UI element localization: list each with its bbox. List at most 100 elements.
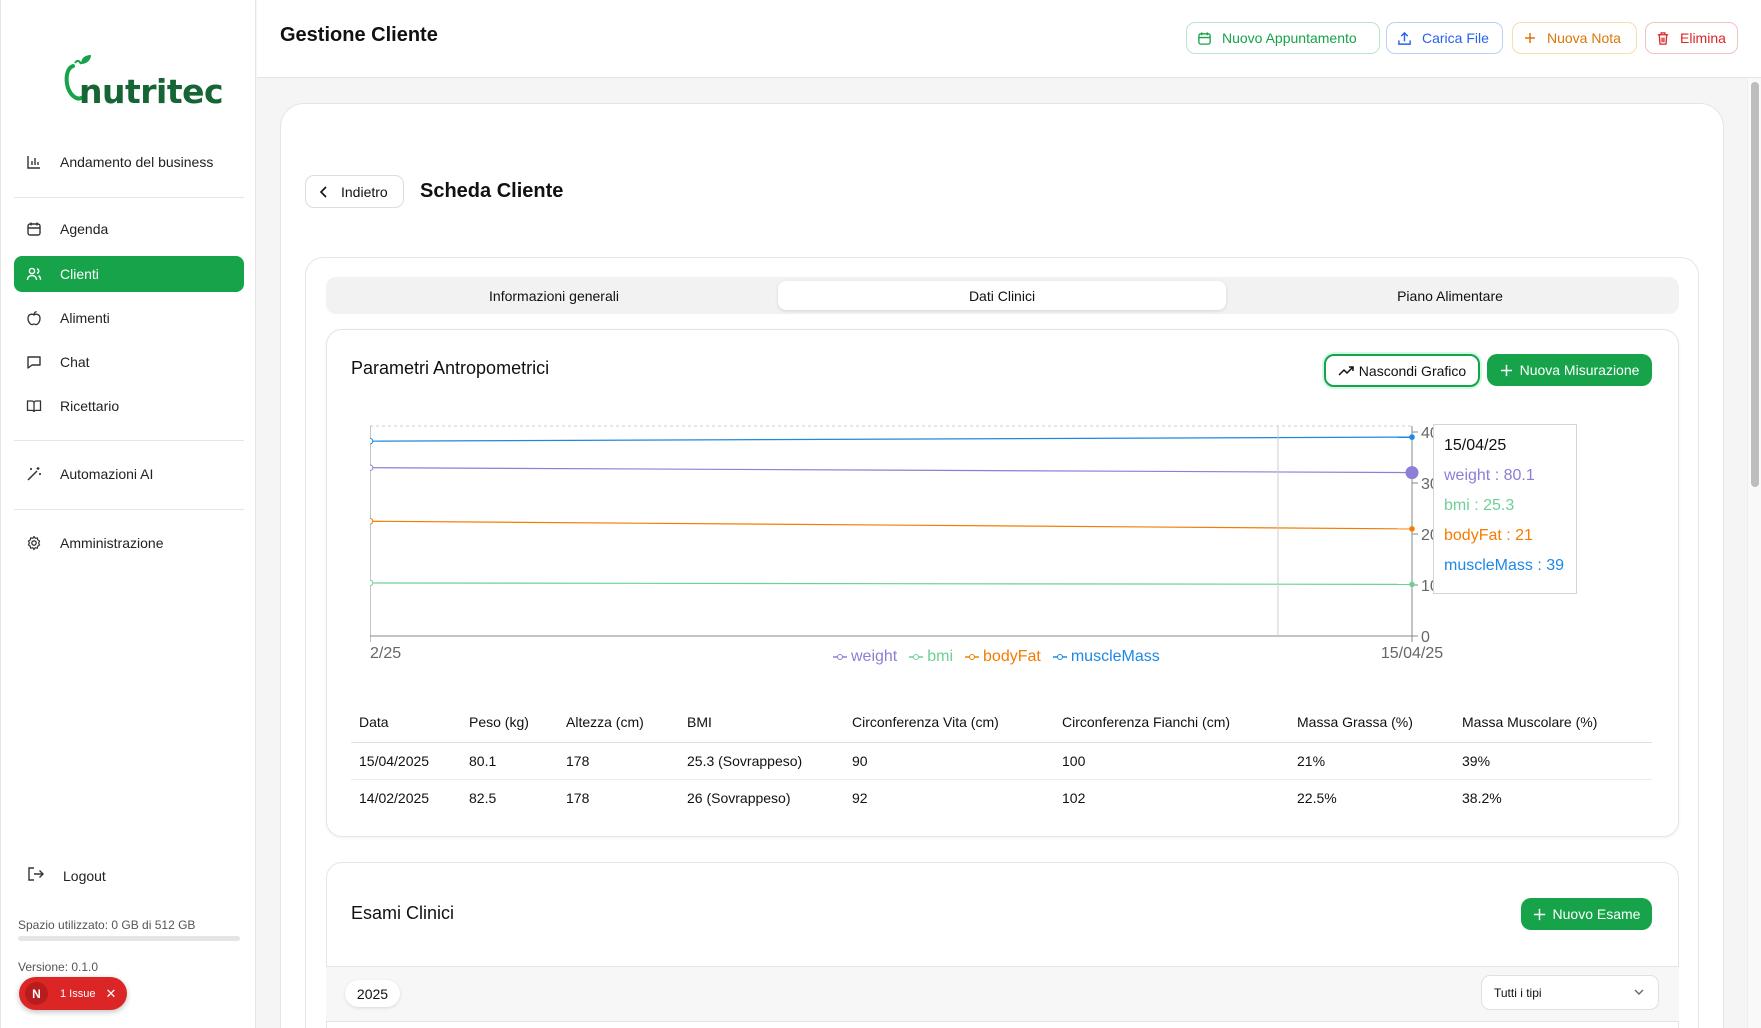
- tooltip-bmi: bmi : 25.3: [1444, 497, 1515, 514]
- button-label: Elimina: [1680, 30, 1726, 46]
- logout-label: Logout: [63, 867, 106, 884]
- chevron-down-icon: [1634, 989, 1644, 995]
- upload-file-button[interactable]: Carica File: [1386, 22, 1503, 54]
- exam-filter-bar: [326, 966, 1679, 1022]
- data-point-weight: [370, 464, 374, 471]
- legend-label: bmi: [927, 648, 954, 665]
- tab-piano-alimentare[interactable]: Piano Alimentare: [1397, 287, 1503, 304]
- sidebar-item-agenda[interactable]: Agenda: [14, 211, 244, 247]
- legend-item-weight[interactable]: weight: [833, 648, 897, 666]
- data-point-bodyFat: [1409, 526, 1415, 532]
- legend-item-bmi[interactable]: bmi: [909, 648, 953, 666]
- table-header-row: Data Peso (kg) Altezza (cm) BMI Circonfe…: [351, 702, 1652, 743]
- tooltip-musclemass: muscleMass : 39: [1444, 557, 1565, 574]
- data-point-bmi: [370, 579, 374, 587]
- plus-icon: [1500, 364, 1513, 377]
- sidebar-item-ricettario[interactable]: Ricettario: [14, 388, 244, 424]
- sidebar-item-label: Automazioni AI: [60, 466, 154, 482]
- hide-chart-button[interactable]: Nascondi Grafico: [1324, 354, 1480, 387]
- column-header: Circonferenza Fianchi (cm): [1054, 702, 1289, 743]
- sidebar-item-chat[interactable]: Chat: [14, 344, 244, 380]
- sidebar-item-alimenti[interactable]: Alimenti: [14, 300, 244, 336]
- exam-type-select[interactable]: Tutti i tipi: [1481, 975, 1659, 1010]
- cell-height: 178: [566, 789, 590, 806]
- year-tab[interactable]: 2025: [345, 980, 400, 1007]
- cell-hips: 100: [1054, 742, 1289, 780]
- tooltip-date: 15/04/25: [1444, 437, 1507, 454]
- apple-leaf-icon: [64, 55, 91, 101]
- cell-bmi: 26 (Sovrappeso): [687, 789, 791, 806]
- sidebar-item-amministrazione[interactable]: Amministrazione: [14, 525, 244, 561]
- sidebar-item-label: Andamento del business: [60, 154, 214, 170]
- sidebar-item-label: Agenda: [60, 221, 109, 237]
- tooltip-bodyfat: bodyFat : 21: [1444, 527, 1533, 544]
- x-tick-label: 14/02/25: [370, 645, 401, 662]
- column-header: Data: [351, 702, 461, 743]
- cell-fat-mass: 22.5%: [1297, 789, 1337, 806]
- book-icon: [26, 398, 42, 414]
- cell-bmi: 25.3 (Sovrappeso): [679, 742, 844, 780]
- cell-height: 178: [558, 742, 679, 780]
- sidebar: nutritec Andamento del business Agenda C…: [0, 0, 256, 1028]
- button-label: Nascondi Grafico: [1358, 362, 1467, 379]
- column-header: Peso (kg): [461, 702, 558, 743]
- plus-icon: [1533, 908, 1546, 921]
- scrollbar-thumb[interactable]: [1751, 82, 1759, 487]
- close-icon[interactable]: ✕: [105, 985, 117, 1001]
- logout-icon: [27, 866, 45, 885]
- sidebar-item-label: Ricettario: [60, 398, 120, 414]
- cell-waist: 90: [844, 742, 1054, 780]
- sidebar-item-label: Clienti: [60, 266, 99, 282]
- tabs: Informazioni generali Dati Clinici Piano…: [326, 277, 1679, 314]
- chart-tooltip: 15/04/25 weight : 80.1 bmi : 25.3 bodyFa…: [1433, 424, 1577, 594]
- sidebar-item-business[interactable]: Andamento del business: [14, 144, 244, 180]
- sidebar-item-automazioni[interactable]: Automazioni AI: [14, 456, 244, 492]
- nutritec-logo[interactable]: nutritec: [63, 54, 224, 114]
- button-label: Nuovo Esame: [1552, 906, 1641, 922]
- series-line-bmi: [370, 582, 1413, 585]
- legend-item-musclemass[interactable]: muscleMass: [1052, 648, 1160, 666]
- gear-icon: [26, 535, 42, 551]
- legend-label: muscleMass: [1070, 648, 1160, 665]
- vertical-scrollbar[interactable]: [1747, 78, 1761, 1028]
- bar-chart-icon: [26, 154, 42, 170]
- button-label: Nuovo Appuntamento: [1222, 30, 1357, 46]
- cell-weight: 82.5: [469, 789, 497, 806]
- chevron-left-icon: [319, 185, 329, 198]
- tab-dati-clinici[interactable]: Dati Clinici: [778, 281, 1226, 310]
- cell-date: 14/02/2025: [359, 789, 430, 806]
- new-measurement-button[interactable]: Nuova Misurazione: [1487, 354, 1652, 386]
- new-note-button[interactable]: Nuova Nota: [1512, 22, 1637, 54]
- new-exam-button[interactable]: Nuovo Esame: [1521, 898, 1652, 930]
- tab-informazioni-generali[interactable]: Informazioni generali: [489, 287, 619, 304]
- table-row: 15/04/2025 80.1 178 25.3 (Sovrappeso) 90…: [351, 742, 1652, 780]
- storage-usage: Spazio utilizzato: 0 GB di 512 GB: [18, 918, 196, 932]
- active-point-weight: [1405, 466, 1419, 480]
- brand-name: nutritec: [79, 72, 224, 111]
- data-point-bmi: [1409, 581, 1415, 588]
- calendar-icon: [26, 221, 42, 237]
- legend-item-bodyfat[interactable]: bodyFat: [965, 648, 1041, 666]
- button-label: Nuova Misurazione: [1519, 362, 1640, 378]
- section-title: Esami Clinici: [351, 903, 455, 923]
- sidebar-item-label: Amministrazione: [60, 535, 164, 551]
- version-label: Versione: 0.1.0: [18, 960, 99, 974]
- sidebar-item-label: Chat: [60, 354, 90, 370]
- button-label: Nuova Nota: [1547, 30, 1621, 46]
- logout-button[interactable]: Logout: [27, 866, 106, 885]
- cell-waist: 92: [852, 789, 868, 806]
- legend-label: bodyFat: [983, 648, 1041, 665]
- issues-badge[interactable]: N 1 Issue ✕: [19, 977, 127, 1010]
- data-point-bodyFat: [370, 517, 374, 525]
- issues-label: 1 Issue: [60, 987, 96, 1000]
- sidebar-item-clienti[interactable]: Clienti: [14, 256, 244, 292]
- next-logo-icon: N: [25, 982, 48, 1005]
- new-appointment-button[interactable]: Nuovo Appuntamento: [1186, 22, 1380, 54]
- users-icon: [26, 266, 42, 282]
- sidebar-item-label: Alimenti: [60, 310, 110, 326]
- delete-button[interactable]: Elimina: [1645, 22, 1738, 54]
- back-button[interactable]: Indietro: [305, 175, 404, 208]
- chat-icon: [26, 354, 42, 370]
- column-header: Massa Muscolare (%): [1454, 702, 1652, 743]
- section-title: Parametri Antropometrici: [351, 358, 550, 378]
